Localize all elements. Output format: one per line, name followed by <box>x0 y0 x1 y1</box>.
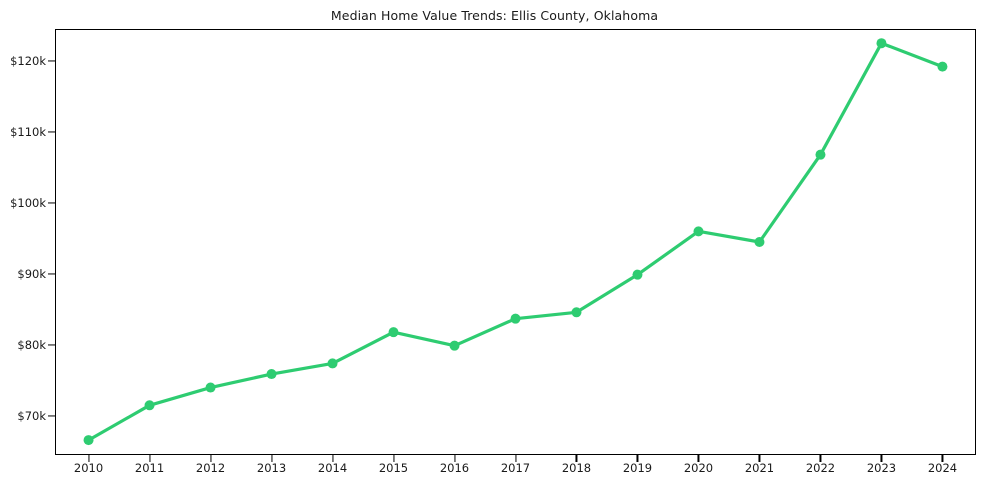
y-axis-tick-mark <box>48 415 55 417</box>
data-point-marker <box>571 307 582 318</box>
data-point-marker <box>876 38 887 49</box>
x-axis-tick-mark <box>453 455 456 462</box>
plot-series-layer <box>83 38 948 446</box>
x-axis-tick-mark <box>697 455 700 462</box>
data-point-marker <box>754 237 765 247</box>
x-axis-tick-label: 2023 <box>866 461 897 475</box>
y-axis-tick-mark <box>48 202 55 204</box>
x-axis-tick-label: 2022 <box>805 461 836 475</box>
data-point-marker <box>815 149 826 160</box>
data-point-marker <box>205 382 216 393</box>
y-axis-tick-mark <box>48 344 55 346</box>
data-point-marker <box>510 313 521 324</box>
line-series-markers <box>83 38 948 446</box>
x-axis-tick-label: 2011 <box>134 461 165 475</box>
x-axis-tick-mark <box>270 455 273 462</box>
x-axis-tick-mark <box>880 455 882 462</box>
line-series-median-home-value <box>86 41 945 442</box>
data-point-marker <box>449 340 460 351</box>
data-point-marker <box>632 269 643 280</box>
plot-area-frame <box>55 29 976 455</box>
x-axis-tick-label: 2010 <box>73 461 104 475</box>
x-axis-tick-label: 2024 <box>927 461 958 475</box>
x-axis-tick-mark <box>87 455 90 462</box>
y-axis-tick-mark <box>48 131 55 133</box>
y-axis-tick-label: $70k <box>17 408 46 423</box>
y-axis-tick-label: $120k <box>10 53 46 68</box>
x-axis-tick-mark <box>575 455 578 462</box>
y-axis-tick-mark <box>48 273 55 275</box>
y-axis-tick-label: $110k <box>10 124 46 139</box>
x-axis-tick-label: 2021 <box>744 461 775 475</box>
x-axis-tick-label: 2014 <box>317 461 348 475</box>
data-point-marker <box>937 61 948 72</box>
y-axis-tick-label: $80k <box>17 337 46 352</box>
data-point-marker <box>83 435 94 446</box>
x-axis-tick-mark <box>758 455 761 462</box>
x-axis-tick-mark <box>514 455 517 462</box>
y-axis-tick-mark <box>48 60 55 62</box>
x-axis-tick-label: 2018 <box>561 461 592 475</box>
x-axis-tick-label: 2016 <box>439 461 470 475</box>
x-axis-tick-label: 2020 <box>683 461 714 475</box>
x-axis-tick-mark <box>148 455 151 462</box>
x-axis-tick-mark <box>392 455 395 462</box>
y-axis-tick-label: $100k <box>10 195 46 210</box>
x-axis-tick-label: 2017 <box>500 461 531 475</box>
x-axis-tick-mark <box>941 455 943 462</box>
x-axis-tick-label: 2013 <box>256 461 287 475</box>
x-axis-tick-mark <box>819 455 821 462</box>
data-point-marker <box>693 226 704 237</box>
x-axis-tick-mark <box>209 455 212 462</box>
x-axis-tick-label: 2015 <box>378 461 409 475</box>
y-axis-tick-labels: $70k $80k $90k $100k $110k $120k <box>0 0 46 490</box>
y-axis-tick-label: $90k <box>17 266 46 281</box>
data-point-marker <box>266 369 277 380</box>
x-axis-tick-label: 2019 <box>622 461 653 475</box>
data-point-marker <box>144 400 155 411</box>
data-point-marker <box>388 327 399 338</box>
x-axis-tick-mark <box>331 455 334 462</box>
x-axis-tick-label: 2012 <box>195 461 226 475</box>
data-point-marker <box>327 358 338 369</box>
x-axis-tick-mark <box>636 455 639 462</box>
chart-title: Median Home Value Trends: Ellis County, … <box>330 8 659 23</box>
